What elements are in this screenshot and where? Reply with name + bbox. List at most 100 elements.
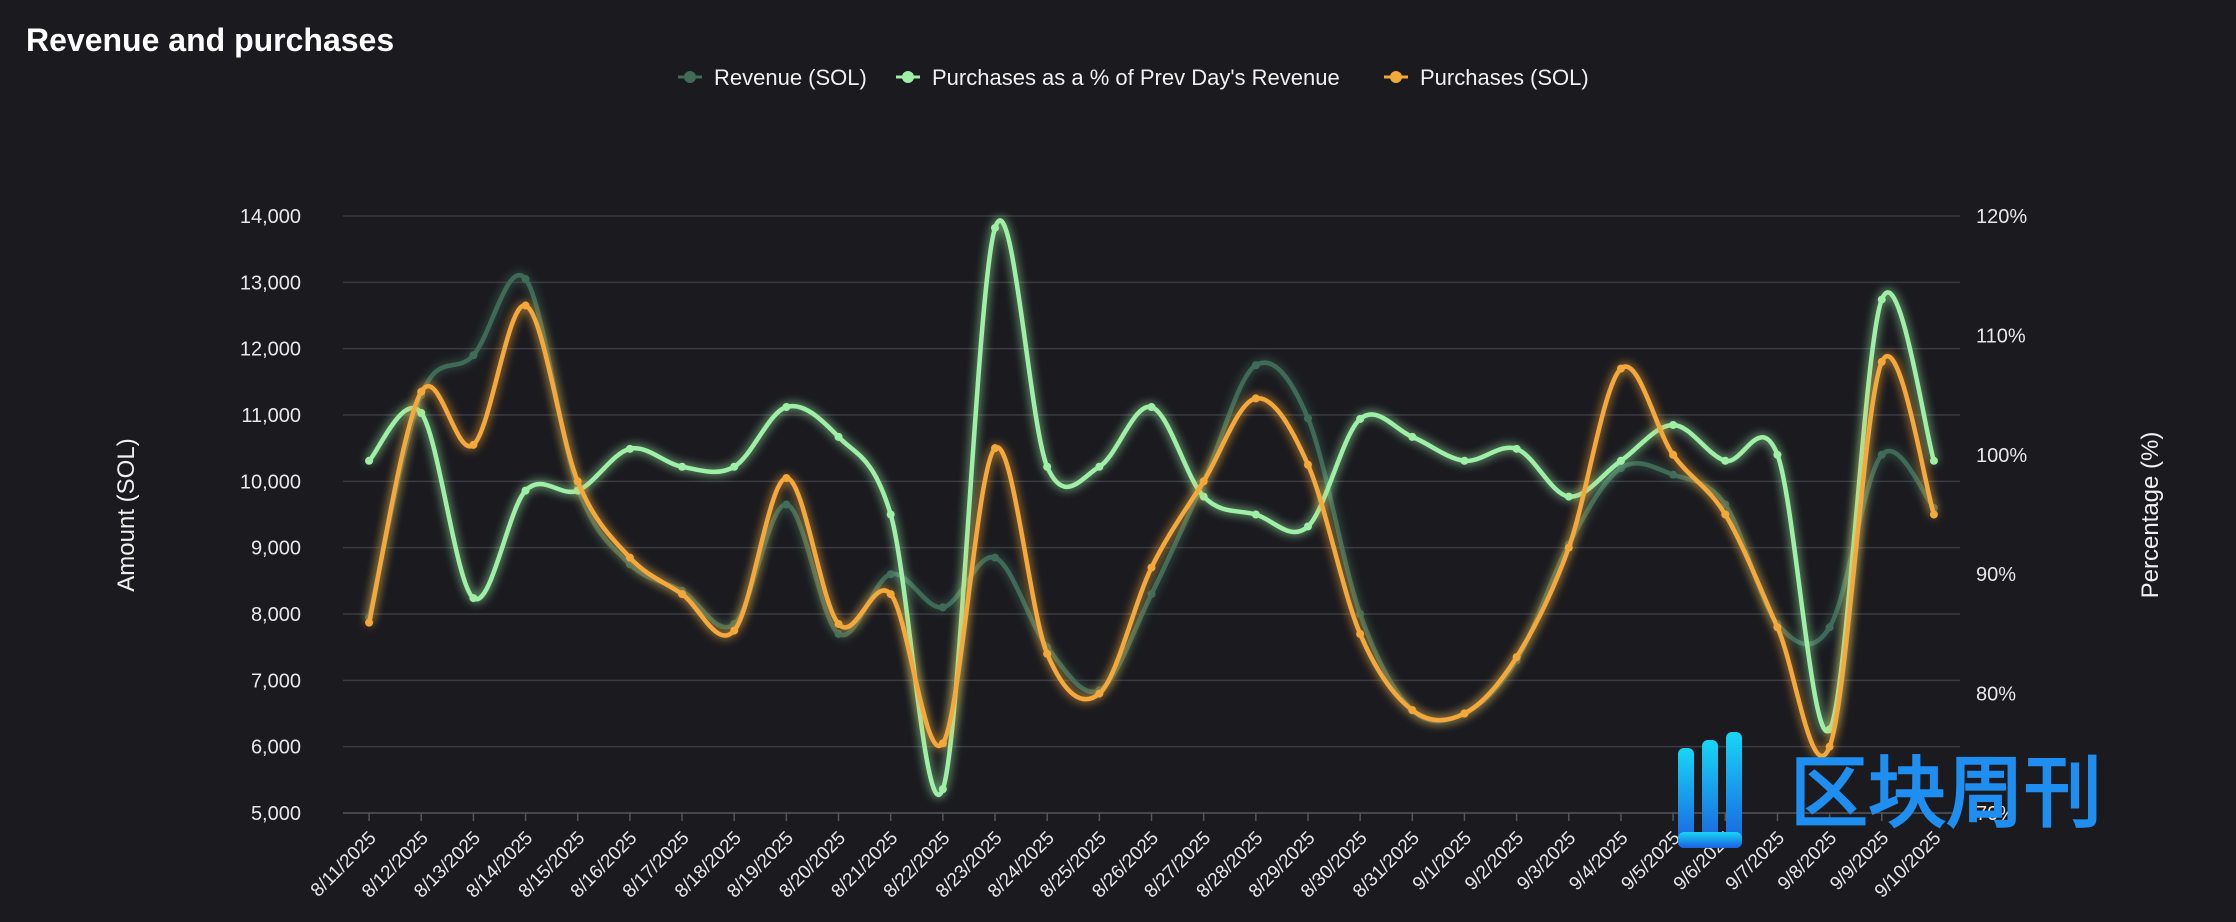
data-point[interactable] [1877, 295, 1886, 304]
data-point[interactable] [1356, 414, 1365, 423]
y-tick-label: 14,000 [240, 206, 301, 228]
data-point[interactable] [1721, 456, 1730, 465]
data-point[interactable] [991, 444, 1000, 453]
data-point[interactable] [782, 500, 791, 509]
legend-label: Purchases as a % of Prev Day's Revenue [932, 65, 1340, 90]
data-point[interactable] [1721, 510, 1730, 519]
data-point[interactable] [991, 223, 1000, 232]
data-point[interactable] [1095, 462, 1104, 471]
data-point[interactable] [521, 486, 530, 495]
data-point[interactable] [1721, 500, 1730, 509]
data-point[interactable] [521, 275, 530, 284]
legend-item[interactable]: Revenue (SOL) [678, 65, 867, 90]
data-point[interactable] [469, 351, 478, 360]
y-tick-label: 5,000 [251, 803, 301, 825]
data-point[interactable] [1564, 543, 1573, 552]
data-point[interactable] [1303, 522, 1312, 531]
data-point[interactable] [1773, 623, 1782, 632]
data-point[interactable] [1512, 653, 1521, 662]
y-tick-label: 8,000 [251, 604, 301, 626]
data-point[interactable] [1929, 510, 1938, 519]
data-point[interactable] [1408, 706, 1417, 715]
data-point[interactable] [1043, 649, 1052, 658]
data-point[interactable] [1616, 364, 1625, 373]
series-1 [365, 218, 1938, 797]
data-point[interactable] [1043, 462, 1052, 471]
data-point[interactable] [1251, 394, 1260, 403]
data-point[interactable] [1669, 470, 1678, 479]
data-point[interactable] [1460, 456, 1469, 465]
data-point[interactable] [1460, 709, 1469, 718]
data-point[interactable] [521, 301, 530, 310]
data-point[interactable] [1512, 444, 1521, 453]
series-line [366, 218, 1937, 797]
data-point[interactable] [1825, 742, 1834, 751]
y2-tick-label: 80% [1976, 684, 2016, 706]
data-point[interactable] [1147, 563, 1156, 572]
data-point[interactable] [625, 553, 634, 562]
data-point[interactable] [1356, 610, 1365, 618]
data-point[interactable] [1669, 450, 1678, 459]
y2-tick-label: 100% [1976, 445, 2027, 467]
grid-layer [343, 215, 1960, 814]
data-point[interactable] [1825, 623, 1834, 632]
data-point[interactable] [938, 739, 947, 748]
data-point[interactable] [782, 474, 791, 483]
data-point[interactable] [834, 432, 843, 441]
y-tick-label: 13,000 [240, 272, 301, 294]
data-point[interactable] [1199, 492, 1208, 501]
data-point[interactable] [365, 618, 374, 627]
data-point[interactable] [1303, 414, 1312, 423]
watermark: 区块周刊 [1678, 732, 2102, 848]
data-point[interactable] [1564, 492, 1573, 501]
data-point[interactable] [1929, 456, 1938, 465]
data-point[interactable] [1147, 403, 1156, 412]
data-point[interactable] [1877, 357, 1886, 366]
data-point[interactable] [730, 626, 739, 635]
data-point[interactable] [1251, 510, 1260, 519]
data-point[interactable] [886, 570, 895, 579]
data-point[interactable] [1199, 477, 1208, 486]
data-point[interactable] [938, 785, 947, 794]
data-point[interactable] [417, 387, 426, 396]
data-point[interactable] [417, 409, 426, 418]
series-line [366, 273, 1937, 724]
data-point[interactable] [938, 603, 947, 612]
data-point[interactable] [1303, 460, 1312, 469]
data-point[interactable] [1356, 629, 1365, 638]
data-point[interactable] [1669, 420, 1678, 429]
data-point[interactable] [469, 594, 478, 603]
y2-axis-title: Percentage (%) [2137, 432, 2164, 599]
data-point[interactable] [1877, 450, 1886, 459]
data-point[interactable] [573, 477, 582, 486]
legend: Revenue (SOL) Purchases as a % of Prev Da… [678, 65, 1589, 90]
data-point[interactable] [834, 619, 843, 628]
data-point[interactable] [365, 456, 374, 465]
data-point[interactable] [1095, 689, 1104, 698]
data-point[interactable] [1251, 361, 1260, 370]
data-point[interactable] [1616, 464, 1625, 473]
data-point[interactable] [678, 590, 687, 599]
legend-item[interactable]: Purchases (SOL) [1384, 65, 1589, 90]
data-point[interactable] [782, 403, 791, 412]
y-axis-title: Amount (SOL) [113, 438, 140, 591]
legend-marker [1390, 71, 1402, 83]
data-point[interactable] [1408, 432, 1417, 441]
data-point[interactable] [834, 629, 843, 638]
data-point[interactable] [730, 462, 739, 471]
legend-marker [902, 71, 914, 83]
data-point[interactable] [625, 444, 634, 453]
y-tick-label: 6,000 [251, 737, 301, 759]
data-point[interactable] [469, 440, 478, 449]
data-point[interactable] [991, 553, 1000, 562]
series-layer [365, 218, 1938, 797]
data-point[interactable] [1147, 590, 1156, 599]
data-point[interactable] [886, 590, 895, 599]
legend-item[interactable]: Purchases as a % of Prev Day's Revenue [896, 65, 1340, 90]
data-point[interactable] [1616, 456, 1625, 465]
data-point[interactable] [1773, 450, 1782, 459]
data-point[interactable] [886, 510, 895, 519]
data-point[interactable] [678, 462, 687, 471]
legend-label: Revenue (SOL) [714, 65, 867, 90]
